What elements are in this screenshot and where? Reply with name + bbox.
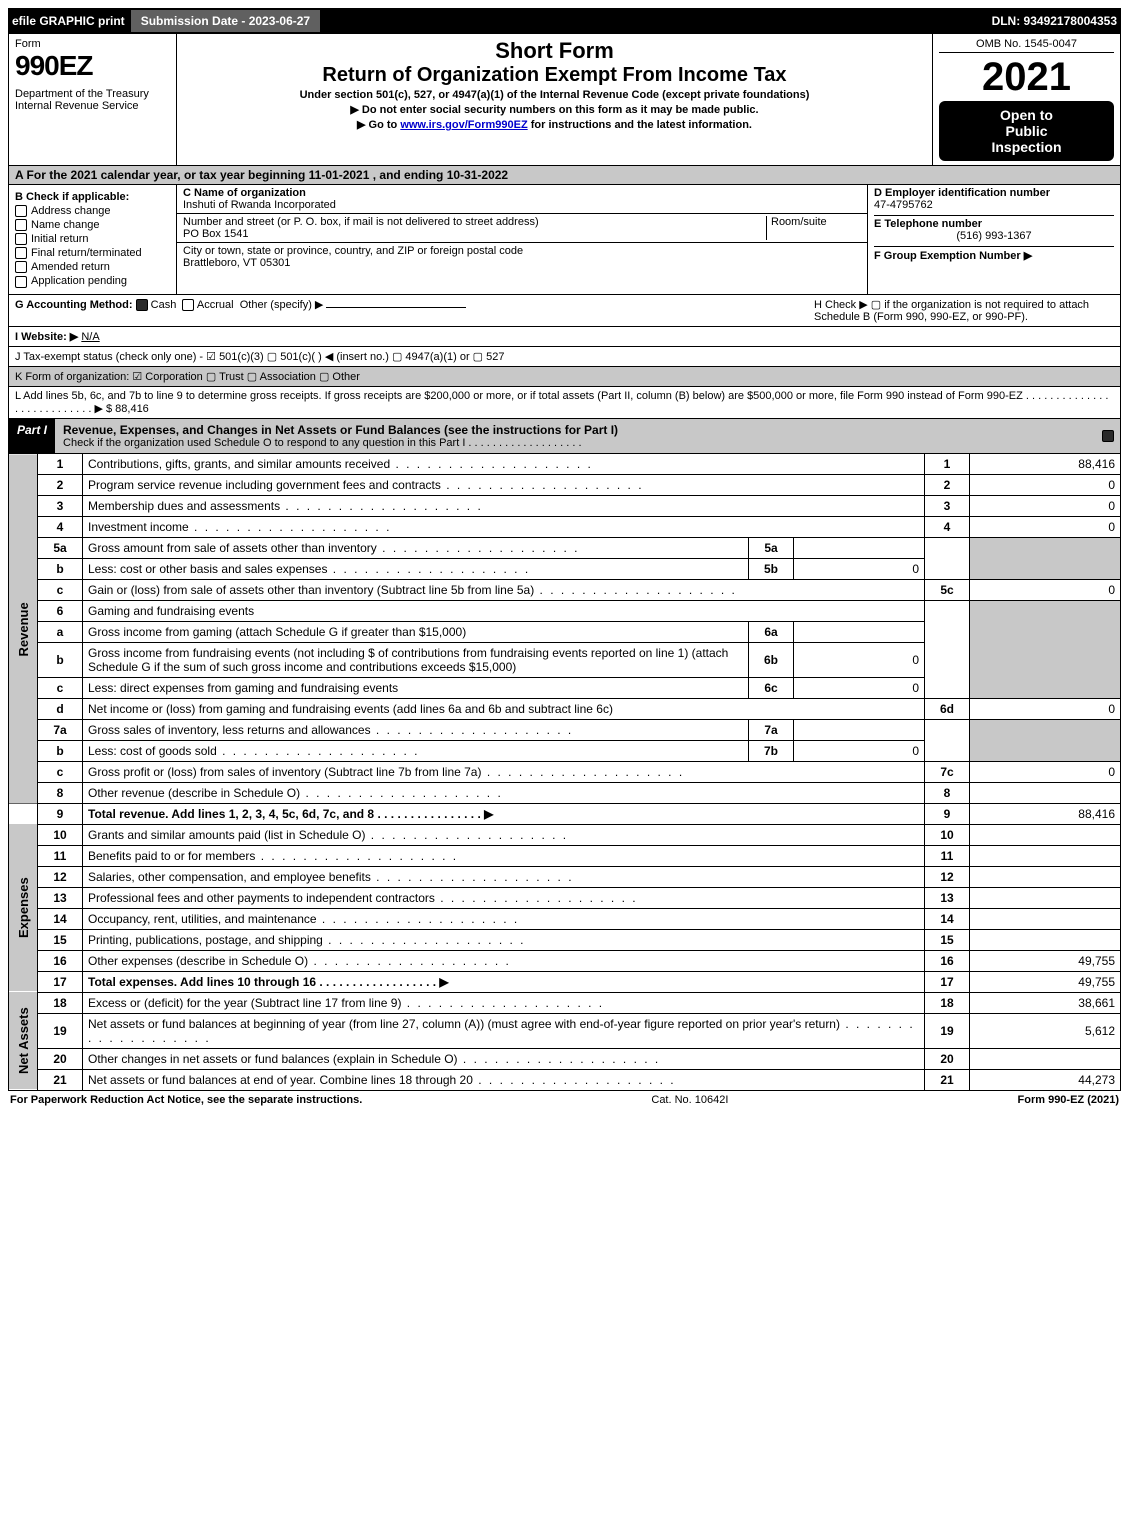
footer-cat: Cat. No. 10642I (362, 1094, 1017, 1106)
open1: Open to (943, 107, 1110, 123)
i-lbl: I Website: ▶ (15, 331, 78, 343)
row-14: 14 Occupancy, rent, utilities, and maint… (9, 908, 1121, 929)
row-6d: d Net income or (loss) from gaming and f… (9, 698, 1121, 719)
open3: Inspection (943, 139, 1110, 155)
open2: Public (943, 123, 1110, 139)
row-20: 20 Other changes in net assets or fund b… (9, 1048, 1121, 1069)
row-18: Net Assets 18 Excess or (deficit) for th… (9, 992, 1121, 1013)
c-city: Brattleboro, VT 05301 (183, 257, 290, 269)
revenue-label: Revenue (9, 454, 38, 804)
row-16: 16 Other expenses (describe in Schedule … (9, 950, 1121, 971)
row-7c: c Gross profit or (loss) from sales of i… (9, 761, 1121, 782)
part-title: Revenue, Expenses, and Changes in Net As… (55, 419, 1096, 453)
footer-form: Form 990-EZ (2021) (1018, 1094, 1119, 1106)
chk-schedule-o[interactable] (1102, 430, 1114, 442)
row-15: 15 Printing, publications, postage, and … (9, 929, 1121, 950)
row-a-tax-year: A For the 2021 calendar year, or tax yea… (8, 166, 1121, 185)
footer-left: For Paperwork Reduction Act Notice, see … (10, 1094, 362, 1106)
tax-year: 2021 (939, 57, 1114, 97)
part-i-header: Part I Revenue, Expenses, and Changes in… (8, 419, 1121, 454)
c-name-lbl: C Name of organization (183, 187, 306, 199)
subtitle-1: Under section 501(c), 527, or 4947(a)(1)… (183, 89, 926, 101)
row-10: Expenses 10 Grants and similar amounts p… (9, 824, 1121, 845)
header-right: OMB No. 1545-0047 2021 Open to Public In… (933, 34, 1120, 165)
footer: For Paperwork Reduction Act Notice, see … (8, 1091, 1121, 1109)
form-header: Form 990EZ Department of the Treasury In… (8, 34, 1121, 166)
g-lbl: G Accounting Method: (15, 299, 133, 311)
sub3-pre: ▶ Go to (357, 119, 400, 131)
c-street: PO Box 1541 (183, 228, 248, 240)
row-9: 9 Total revenue. Add lines 1, 2, 3, 4, 5… (9, 803, 1121, 824)
form-number: 990EZ (15, 50, 170, 82)
d-ein: 47-4795762 (874, 199, 933, 211)
col-b-checkboxes: B Check if applicable: Address change Na… (9, 185, 177, 294)
submission-date: Submission Date - 2023-06-27 (131, 10, 320, 32)
line-g-h: G Accounting Method: Cash Accrual Other … (8, 295, 1121, 327)
dept: Department of the Treasury Internal Reve… (15, 88, 170, 112)
header-center: Short Form Return of Organization Exempt… (177, 34, 933, 165)
sub3-post: for instructions and the latest informat… (528, 119, 752, 131)
row-5a: 5a Gross amount from sale of assets othe… (9, 537, 1121, 558)
line-k: K Form of organization: ☑ Corporation ▢ … (8, 367, 1121, 387)
revenue-table: Revenue 1 Contributions, gifts, grants, … (8, 454, 1121, 1091)
c-street-lbl: Number and street (or P. O. box, if mail… (183, 216, 539, 228)
chk-application-pending[interactable]: Application pending (15, 275, 170, 287)
f-grp-lbl: F Group Exemption Number ▶ (874, 250, 1032, 262)
chk-accrual[interactable] (182, 299, 194, 311)
header-left: Form 990EZ Department of the Treasury In… (9, 34, 177, 165)
l-text: L Add lines 5b, 6c, and 7b to line 9 to … (15, 390, 1108, 415)
part-tag: Part I (9, 419, 55, 453)
irs-link[interactable]: www.irs.gov/Form990EZ (400, 119, 527, 131)
info-grid: B Check if applicable: Address change Na… (8, 185, 1121, 295)
row-17: 17 Total expenses. Add lines 10 through … (9, 971, 1121, 992)
c-room-lbl: Room/suite (771, 216, 827, 228)
chk-cash[interactable] (136, 299, 148, 311)
col-d-e-f: D Employer identification number 47-4795… (868, 185, 1120, 294)
chk-amended[interactable]: Amended return (15, 261, 170, 273)
short-form-title: Short Form (183, 38, 926, 64)
row-3: 3 Membership dues and assessments 3 0 (9, 495, 1121, 516)
b-title: B Check if applicable: (15, 191, 129, 203)
row-6: 6 Gaming and fundraising events (9, 600, 1121, 621)
c-name: Inshuti of Rwanda Incorporated (183, 199, 336, 211)
chk-final-return[interactable]: Final return/terminated (15, 247, 170, 259)
top-bar: efile GRAPHIC print Submission Date - 20… (8, 8, 1121, 34)
omb-number: OMB No. 1545-0047 (939, 38, 1114, 53)
col-c-org-info: C Name of organization Inshuti of Rwanda… (177, 185, 868, 294)
efile-label[interactable]: efile GRAPHIC print (12, 14, 125, 28)
chk-initial-return[interactable]: Initial return (15, 233, 170, 245)
row-12: 12 Salaries, other compensation, and emp… (9, 866, 1121, 887)
open-to-public: Open to Public Inspection (939, 101, 1114, 161)
line-h: H Check ▶ ▢ if the organization is not r… (814, 298, 1114, 323)
row-1: Revenue 1 Contributions, gifts, grants, … (9, 454, 1121, 475)
subtitle-3: ▶ Go to www.irs.gov/Form990EZ for instru… (183, 118, 926, 131)
subtitle-2: ▶ Do not enter social security numbers o… (183, 103, 926, 116)
row-11: 11 Benefits paid to or for members 11 (9, 845, 1121, 866)
row-2: 2 Program service revenue including gove… (9, 474, 1121, 495)
row-19: 19 Net assets or fund balances at beginn… (9, 1013, 1121, 1048)
row-4: 4 Investment income 4 0 (9, 516, 1121, 537)
row-8: 8 Other revenue (describe in Schedule O)… (9, 782, 1121, 803)
line-l: L Add lines 5b, 6c, and 7b to line 9 to … (8, 387, 1121, 419)
row-13: 13 Professional fees and other payments … (9, 887, 1121, 908)
expenses-label: Expenses (9, 824, 38, 992)
net-assets-label: Net Assets (9, 992, 38, 1090)
i-val: N/A (81, 331, 99, 343)
e-tel-lbl: E Telephone number (874, 218, 982, 230)
d-ein-lbl: D Employer identification number (874, 187, 1050, 199)
dln: DLN: 93492178004353 (992, 14, 1117, 28)
chk-name-change[interactable]: Name change (15, 219, 170, 231)
e-tel: (516) 993-1367 (874, 230, 1114, 242)
line-i: I Website: ▶ N/A (8, 327, 1121, 347)
row-7a: 7a Gross sales of inventory, less return… (9, 719, 1121, 740)
main-title: Return of Organization Exempt From Incom… (183, 64, 926, 87)
form-word: Form (15, 38, 170, 50)
l-amt: 88,416 (115, 403, 149, 415)
c-city-lbl: City or town, state or province, country… (183, 245, 523, 257)
row-5c: c Gain or (loss) from sale of assets oth… (9, 579, 1121, 600)
row-21: 21 Net assets or fund balances at end of… (9, 1069, 1121, 1090)
line-j: J Tax-exempt status (check only one) - ☑… (8, 347, 1121, 367)
chk-address-change[interactable]: Address change (15, 205, 170, 217)
